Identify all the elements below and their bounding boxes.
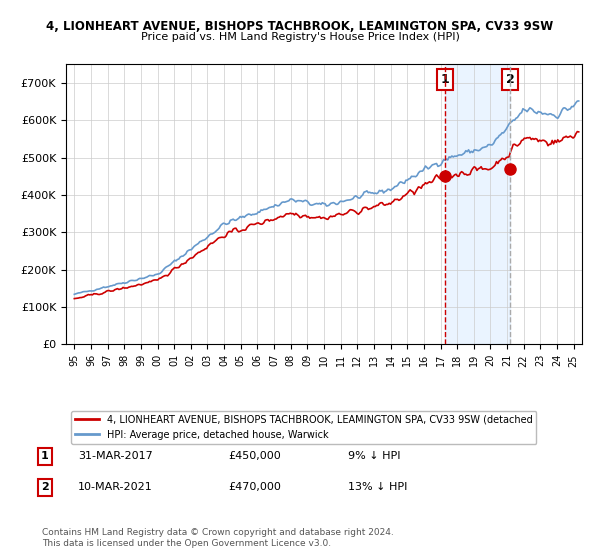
Text: 1: 1 <box>440 73 449 86</box>
Text: 9% ↓ HPI: 9% ↓ HPI <box>348 451 401 461</box>
Legend: 4, LIONHEART AVENUE, BISHOPS TACHBROOK, LEAMINGTON SPA, CV33 9SW (detached, HPI:: 4, LIONHEART AVENUE, BISHOPS TACHBROOK, … <box>71 411 536 444</box>
Text: 2: 2 <box>506 73 515 86</box>
Text: 4, LIONHEART AVENUE, BISHOPS TACHBROOK, LEAMINGTON SPA, CV33 9SW: 4, LIONHEART AVENUE, BISHOPS TACHBROOK, … <box>46 20 554 32</box>
Text: Price paid vs. HM Land Registry's House Price Index (HPI): Price paid vs. HM Land Registry's House … <box>140 32 460 43</box>
Text: 2: 2 <box>41 482 49 492</box>
Text: 10-MAR-2021: 10-MAR-2021 <box>78 482 153 492</box>
Text: £450,000: £450,000 <box>228 451 281 461</box>
Text: 13% ↓ HPI: 13% ↓ HPI <box>348 482 407 492</box>
Text: 31-MAR-2017: 31-MAR-2017 <box>78 451 153 461</box>
Text: Contains HM Land Registry data © Crown copyright and database right 2024.
This d: Contains HM Land Registry data © Crown c… <box>42 528 394 548</box>
Text: 1: 1 <box>41 451 49 461</box>
Text: £470,000: £470,000 <box>228 482 281 492</box>
